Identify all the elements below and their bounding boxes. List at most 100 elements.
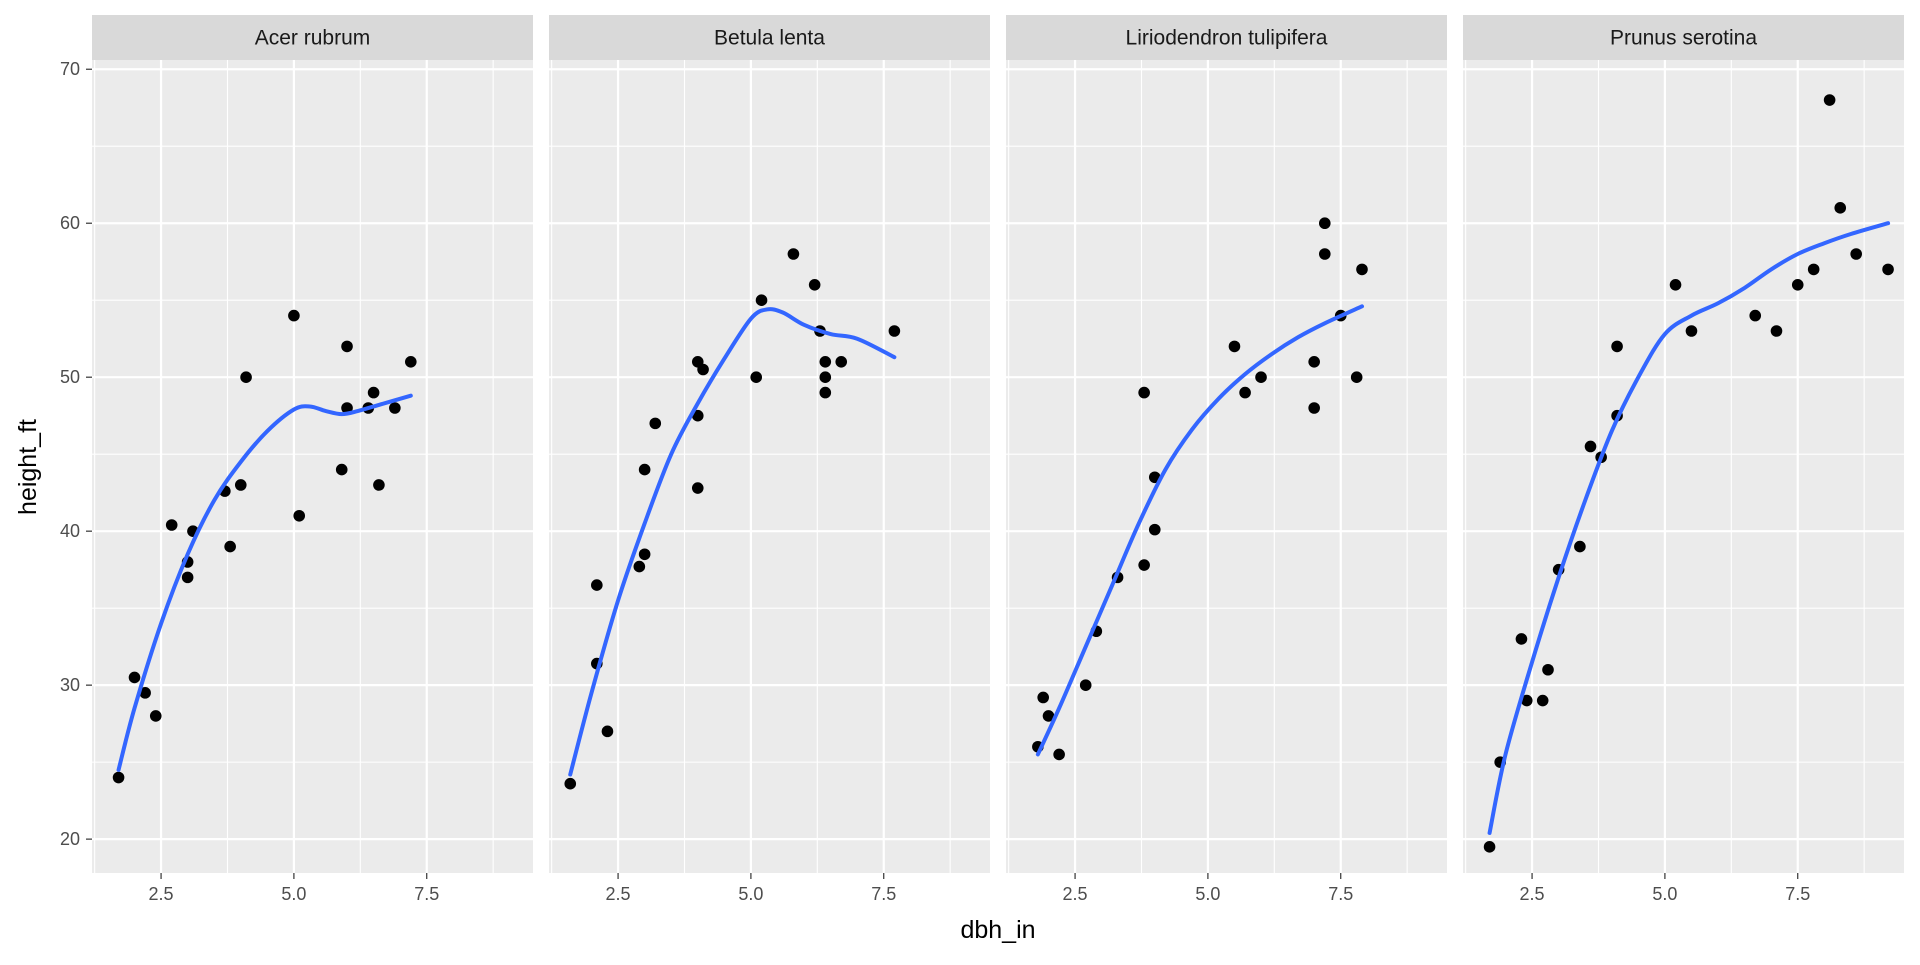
x-tick-label: 7.5 (414, 884, 439, 904)
data-point (691, 409, 704, 422)
data-point (367, 386, 380, 399)
data-point (1079, 679, 1092, 691)
data-point (165, 519, 178, 531)
data-point (1318, 248, 1331, 260)
data-point (1148, 523, 1161, 536)
data-point (1770, 325, 1783, 337)
data-point (240, 371, 252, 383)
data-point (335, 463, 348, 476)
y-tick-label: 30 (60, 675, 80, 695)
facet-strip (92, 15, 533, 60)
data-point (1138, 559, 1150, 571)
data-point (1542, 663, 1554, 676)
data-point (819, 386, 832, 399)
data-point (1255, 371, 1267, 383)
x-tick-label: 2.5 (149, 884, 174, 904)
data-point (1536, 694, 1549, 707)
data-point (1882, 263, 1894, 276)
data-point (691, 482, 704, 494)
facet-strip-label: Acer rubrum (255, 27, 371, 50)
data-point (819, 355, 832, 368)
data-point (1584, 440, 1597, 453)
data-point (1483, 841, 1496, 853)
x-tick-label: 7.5 (1785, 884, 1810, 904)
y-axis-title: height_ft (14, 419, 42, 515)
data-point (1611, 340, 1623, 353)
data-point (341, 340, 353, 353)
x-tick-label: 5.0 (738, 884, 763, 904)
data-point (224, 540, 236, 553)
y-tick-label: 20 (60, 829, 80, 849)
data-point (139, 687, 151, 699)
x-tick-label: 5.0 (1195, 884, 1220, 904)
data-point (633, 560, 646, 573)
data-point (808, 279, 821, 291)
x-tick-label: 2.5 (606, 884, 631, 904)
facet-strip-label: Betula lenta (714, 27, 825, 50)
data-point (750, 371, 763, 383)
facet-strip-label: Liriodendron tulipifera (1126, 27, 1328, 50)
x-tick-label: 7.5 (871, 884, 896, 904)
data-point (1053, 748, 1065, 761)
data-point (564, 777, 577, 790)
data-point (601, 725, 614, 738)
data-point (1356, 263, 1368, 276)
x-tick-label: 2.5 (1063, 884, 1088, 904)
smooth-trend-line (1035, 304, 1364, 757)
data-point (112, 771, 125, 784)
data-point (787, 248, 800, 260)
data-point (404, 355, 417, 368)
data-point (1515, 633, 1528, 645)
data-point (835, 355, 848, 368)
y-tick-label: 70 (60, 59, 80, 79)
data-point (181, 571, 194, 584)
panel-background (92, 60, 533, 873)
data-point (1669, 279, 1682, 291)
data-point (638, 463, 651, 476)
data-point (1574, 540, 1586, 553)
facet-strip (549, 15, 990, 60)
data-point (389, 402, 401, 414)
y-tick-label: 60 (60, 213, 80, 233)
panel-background (1006, 60, 1447, 873)
facet-strip (1463, 15, 1904, 60)
data-point (288, 309, 300, 322)
data-point (1749, 309, 1762, 322)
data-point (234, 479, 247, 491)
data-point (591, 579, 603, 591)
data-point (755, 294, 768, 307)
data-point (1350, 371, 1363, 383)
data-point (1138, 386, 1150, 399)
data-point (819, 371, 832, 383)
smooth-trend-line (568, 307, 897, 777)
data-point (1037, 691, 1049, 704)
y-tick-label: 40 (60, 521, 80, 541)
data-point (1318, 217, 1331, 230)
data-point (1520, 694, 1533, 707)
data-point (1685, 325, 1698, 337)
data-point (128, 671, 141, 684)
y-tick-label: 50 (60, 367, 80, 387)
data-point (697, 363, 709, 376)
smooth-trend-line (1487, 221, 1891, 835)
x-tick-label: 7.5 (1328, 884, 1353, 904)
data-point (1823, 94, 1836, 106)
data-point (1308, 402, 1320, 414)
data-point (1834, 202, 1847, 214)
panel-background (549, 60, 990, 873)
data-point (1042, 710, 1055, 722)
data-point (1239, 386, 1251, 399)
facet-strip-label: Prunus serotina (1610, 27, 1757, 50)
x-axis-title: dbh_in (960, 916, 1035, 944)
data-point (1850, 248, 1862, 260)
data-point (649, 417, 662, 430)
facet-strip (1006, 15, 1447, 60)
data-point (638, 548, 651, 561)
data-point (149, 710, 162, 722)
data-point (341, 402, 353, 414)
data-point (373, 479, 385, 491)
data-point (1791, 279, 1804, 291)
panel-background (1463, 60, 1904, 873)
